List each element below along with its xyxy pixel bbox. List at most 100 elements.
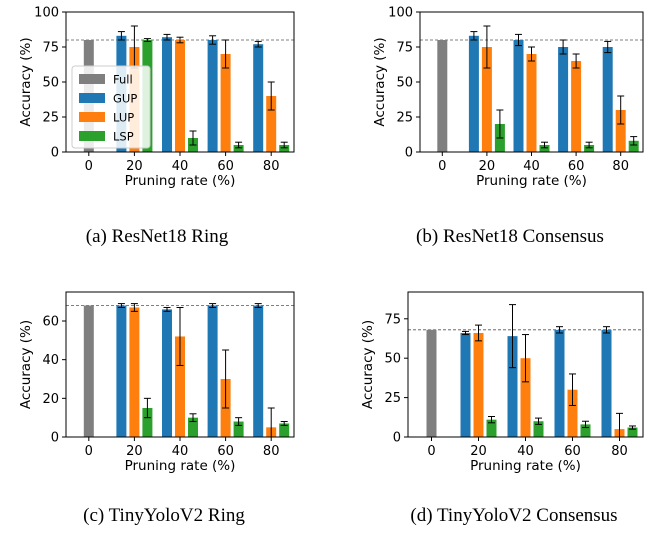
x-tick-label: 60 [568, 159, 585, 174]
bar-lup-80 [615, 110, 626, 152]
y-axis-label: Accuracy (%) [360, 320, 376, 409]
bar-lup-80 [266, 96, 277, 152]
y-axis-label: Accuracy (%) [18, 37, 34, 126]
y-tick-label: 50 [42, 76, 59, 91]
y-tick-label: 25 [384, 391, 401, 406]
x-tick-label: 20 [470, 444, 487, 459]
x-tick-label: 40 [172, 159, 189, 174]
bar-gup-40 [507, 336, 518, 437]
x-tick-label: 60 [217, 159, 234, 174]
x-tick-label: 20 [479, 159, 496, 174]
y-axis-label: Accuracy (%) [18, 320, 34, 409]
y-tick-label: 25 [42, 111, 59, 126]
x-tick-label: 80 [612, 159, 629, 174]
legend-label-lsp: LSP [113, 130, 134, 144]
bar-lsp-80 [279, 145, 290, 152]
x-tick-label: 20 [126, 159, 143, 174]
x-tick-label: 60 [217, 444, 234, 459]
bar-gup-20 [460, 332, 471, 437]
bar-lsp-80 [279, 423, 290, 437]
y-tick-label: 75 [384, 312, 401, 327]
bar-lup-60 [571, 61, 582, 152]
y-tick-label: 75 [42, 41, 59, 56]
bar-gup-40 [162, 309, 172, 437]
bar-lup-40 [520, 358, 531, 437]
x-axis-label: Pruning rate (%) [476, 173, 587, 189]
x-tick-label: 40 [172, 444, 189, 459]
bar-gup-80 [253, 305, 264, 437]
bar-lsp-40 [539, 145, 550, 152]
x-tick-label: 0 [85, 159, 93, 174]
bar-gup-60 [207, 305, 218, 437]
y-tick-label: 100 [34, 6, 59, 21]
x-tick-label: 40 [517, 444, 534, 459]
y-tick-label: 60 [42, 315, 59, 330]
bar-gup-40 [162, 37, 172, 153]
bar-full-0 [426, 329, 437, 437]
bar-gup-20 [116, 305, 127, 437]
y-axis-label: Accuracy (%) [372, 37, 388, 126]
bar-lup-60 [220, 54, 231, 152]
legend-swatch-lsp [79, 131, 105, 141]
panel-caption: (d) TinyYoloV2 Consensus [410, 505, 617, 526]
x-tick-label: 0 [438, 159, 446, 174]
chart-panel-2: 0 25 50 75 100 0 20 40 60 80 Pruning rate (%) Accur… [372, 6, 644, 247]
bar-lup-20 [473, 332, 484, 437]
chart-panel-3: 0 20 40 60 0 20 40 60 80 Pruning rate (%) Accuracy… [18, 291, 295, 526]
bar-lsp-80 [628, 140, 639, 152]
panel-caption: (a) ResNet18 Ring [86, 226, 229, 247]
bar-gup-60 [207, 40, 218, 152]
legend-box [71, 65, 151, 149]
y-tick-label: 40 [42, 353, 59, 368]
bar-lsp-80 [627, 427, 638, 437]
x-tick-label: 0 [427, 444, 435, 459]
legend-swatch-lup [79, 112, 105, 122]
y-tick-label: 0 [51, 146, 59, 161]
bar-gup-60 [558, 47, 569, 152]
legend-label-lup: LUP [113, 111, 134, 125]
y-tick-label: 50 [396, 76, 413, 91]
y-tick-label: 25 [396, 111, 413, 126]
x-axis-label: Pruning rate (%) [125, 173, 236, 189]
y-tick-label: 100 [388, 6, 413, 21]
chart-panel-1: 0 25 50 75 100 0 20 40 60 80 Pruning rate (%) Accur… [18, 6, 295, 247]
bar-lsp-20 [486, 419, 497, 437]
bar-lup-60 [567, 389, 578, 437]
y-tick-label: 50 [384, 352, 401, 367]
bar-lup-40 [175, 336, 185, 437]
bar-full-0 [437, 40, 448, 152]
bar-gup-80 [602, 47, 613, 152]
bar-lup-20 [481, 47, 492, 152]
bar-lsp-60 [233, 145, 244, 152]
x-tick-label: 20 [126, 444, 143, 459]
x-tick-label: 80 [611, 444, 628, 459]
bar-lup-40 [526, 54, 537, 152]
y-tick-label: 0 [393, 431, 401, 446]
bar-lup-20 [129, 307, 140, 437]
panel-caption: (b) ResNet18 Consensus [416, 226, 604, 247]
bar-gup-80 [601, 329, 612, 437]
chart-panel-4: 0 25 50 75 0 20 40 60 80 Pruning rate (%) Accuracy… [360, 291, 644, 526]
x-tick-label: 60 [564, 444, 581, 459]
panel-caption: (c) TinyYoloV2 Ring [83, 505, 245, 526]
legend: Full GUP LUP LSP [71, 65, 151, 149]
x-axis-label: Pruning rate (%) [470, 458, 581, 474]
y-tick-label: 20 [42, 392, 59, 407]
bar-lup-40 [175, 40, 185, 152]
y-tick-label: 75 [396, 41, 413, 56]
x-tick-label: 0 [85, 444, 93, 459]
bar-gup-20 [468, 35, 479, 152]
x-axis-label: Pruning rate (%) [125, 458, 236, 474]
legend-swatch-full [79, 74, 105, 84]
legend-label-gup: GUP [113, 92, 137, 106]
x-tick-label: 80 [263, 159, 280, 174]
x-tick-label: 40 [523, 159, 540, 174]
bar-gup-60 [554, 329, 565, 437]
bar-lsp-60 [584, 145, 595, 152]
bar-lsp-60 [580, 424, 591, 437]
legend-swatch-gup [79, 93, 105, 103]
bar-lsp-40 [188, 417, 198, 437]
bar-lsp-40 [533, 421, 544, 437]
bar-full-0 [83, 305, 94, 437]
